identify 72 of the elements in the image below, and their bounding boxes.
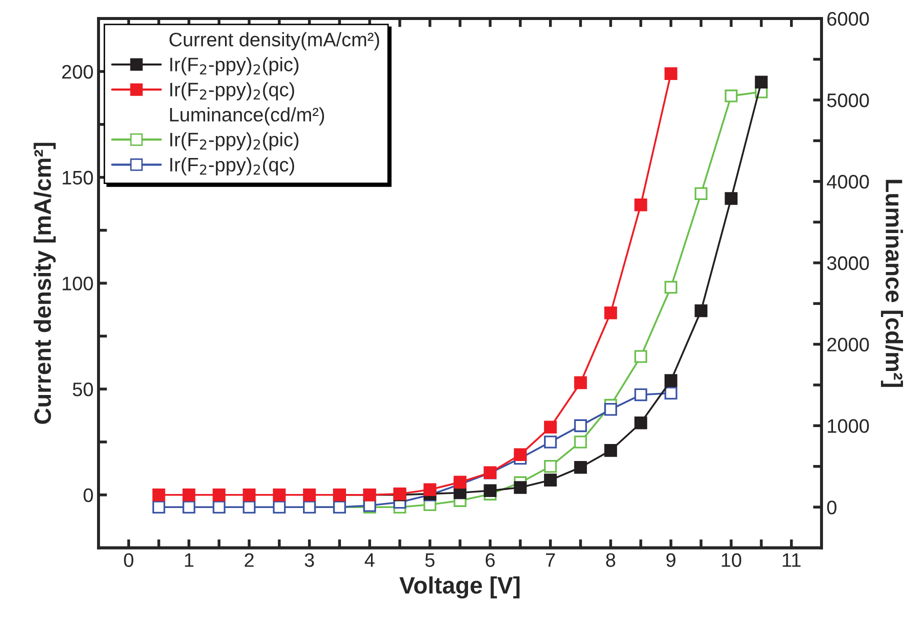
y2-tick-label: 1000: [828, 419, 869, 433]
point: [212, 500, 226, 514]
point: [634, 350, 648, 363]
y2-tick-label: 5000: [827, 93, 869, 108]
point: [242, 488, 256, 502]
point: [574, 419, 587, 432]
x-tick-label: 11: [782, 553, 801, 567]
y-tick-label: 50: [72, 382, 93, 396]
y2-tick-label: 6000: [827, 12, 869, 26]
x-tick-label: 8: [606, 553, 616, 567]
point: [604, 403, 618, 416]
legend-title: Current density(mA/cm²): [170, 32, 380, 50]
point: [664, 280, 678, 294]
y2-tick-label: 3000: [827, 256, 869, 270]
x-tick-label: 9: [666, 553, 676, 567]
x-tick-label: 3: [304, 553, 314, 567]
point: [634, 198, 648, 212]
point: [272, 488, 286, 502]
point: [182, 500, 196, 514]
point: [544, 460, 557, 473]
y-tick-label: 100: [62, 276, 93, 290]
point: [424, 483, 436, 496]
x-tick-label: 10: [722, 553, 742, 567]
point: [182, 488, 196, 502]
y2-tick-label: 0: [827, 500, 836, 514]
point: [634, 388, 648, 402]
y-tick-label: 150: [62, 170, 93, 185]
legend-label: Ir(F$_{2}$-ppy)$_{2}$(pic): [170, 57, 298, 76]
point: [724, 192, 738, 205]
y-axis-title: Current density [mA/cm²]: [34, 142, 56, 424]
point: [664, 374, 678, 387]
point: [754, 76, 768, 88]
point: [634, 416, 648, 430]
point: [694, 187, 708, 200]
x-tick-label: 7: [546, 553, 555, 567]
point: [484, 484, 497, 498]
y-tick-label: 200: [62, 64, 93, 79]
x-tick-label: 0: [124, 553, 134, 567]
x-tick-label: 1: [184, 553, 194, 567]
point: [242, 500, 256, 514]
point: [544, 436, 557, 448]
point: [152, 488, 166, 502]
point: [664, 67, 678, 80]
point: [212, 488, 226, 502]
point: [514, 448, 527, 462]
x-tick-label: 5: [425, 553, 435, 567]
point: [664, 386, 678, 400]
point: [514, 481, 527, 494]
point: [152, 500, 166, 514]
y2-tick-label: 4000: [826, 174, 869, 189]
legend-label: Ir(F$_{2}$-ppy)$_{2}$(qc): [170, 82, 294, 100]
legend-label: Ir(F$_{2}$-ppy)$_{2}$(qc): [170, 157, 294, 176]
point: [574, 460, 587, 474]
y2-axis-title: Luminance [cd/m²]: [880, 180, 903, 387]
point: [604, 306, 618, 320]
point: [724, 90, 738, 102]
point: [303, 488, 316, 502]
x-tick-label: 2: [244, 553, 254, 567]
legend-label: Ir(F$_{2}$-ppy)$_{2}$(pic): [170, 132, 298, 150]
point: [604, 444, 618, 457]
y2-tick-label: 2000: [827, 338, 869, 352]
x-tick-label: 6: [486, 553, 495, 567]
point: [544, 474, 557, 486]
x-tick-label: 4: [364, 553, 375, 567]
point: [694, 304, 708, 318]
annotation: Luminance(cd/m²): [170, 107, 324, 126]
point: [272, 500, 286, 514]
y-tick-label: 0: [84, 488, 93, 502]
x-axis-title: Voltage [V]: [399, 576, 520, 598]
point: [574, 376, 587, 390]
point: [574, 436, 587, 448]
point: [544, 420, 557, 434]
